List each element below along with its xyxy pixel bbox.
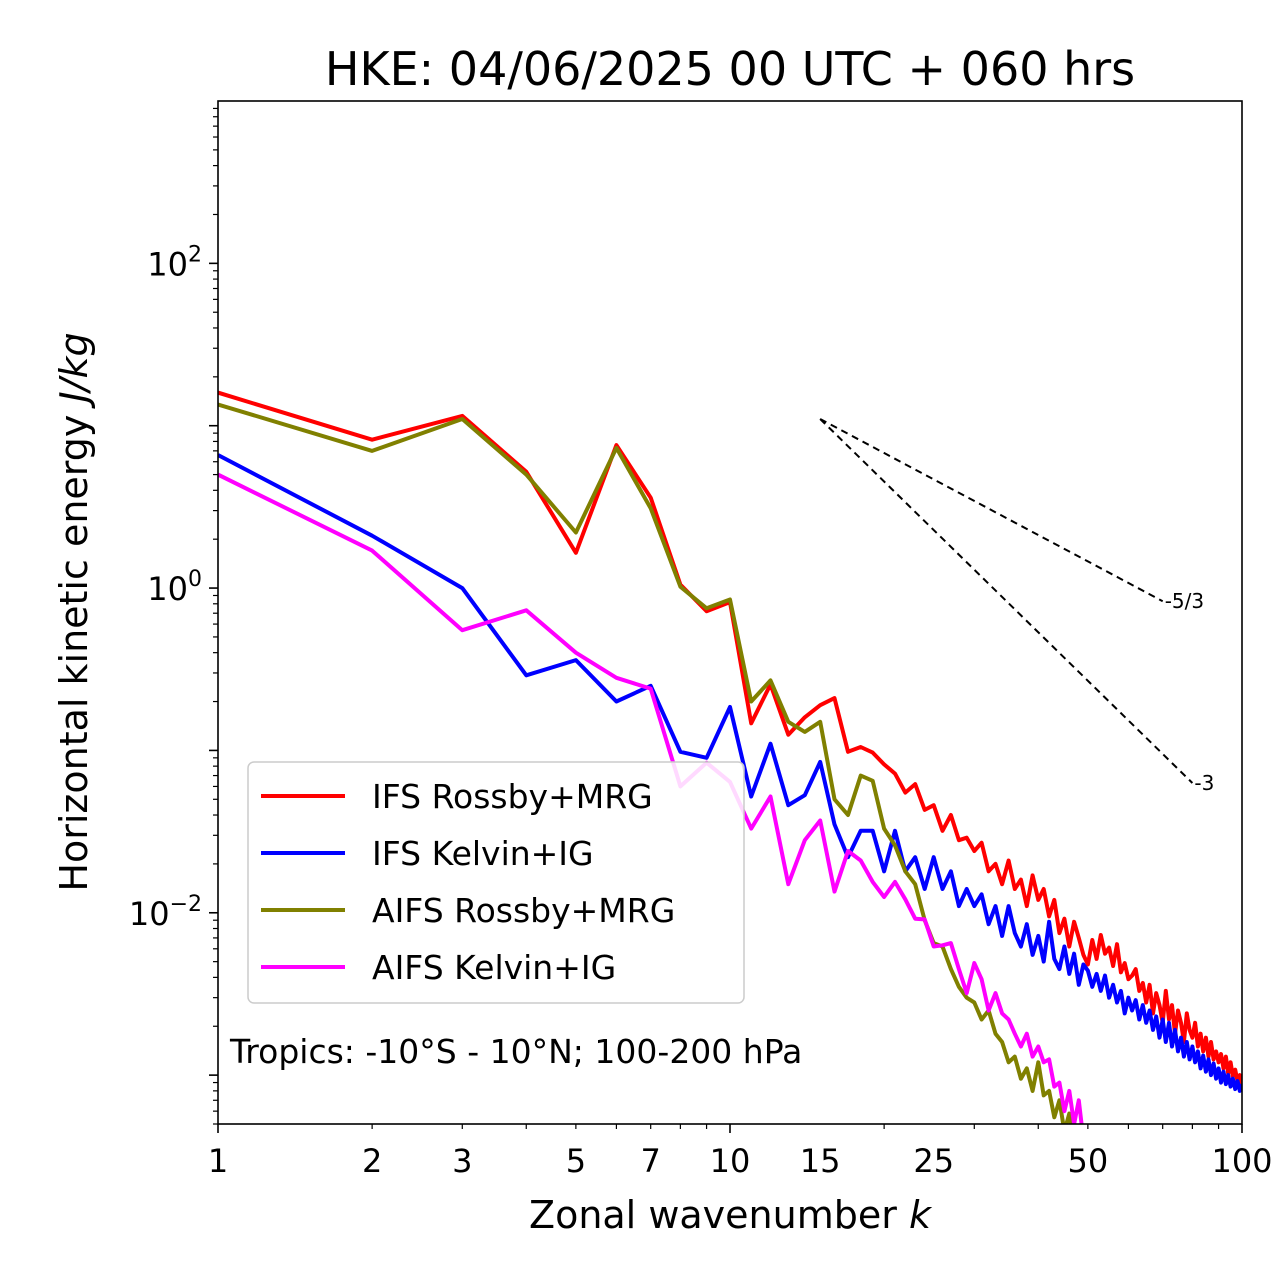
- y-tick-label: 100: [147, 567, 202, 608]
- x-tick-label: 7: [641, 1142, 661, 1180]
- y-axis-label: Horizontal kinetic energy J/kg: [52, 332, 96, 891]
- x-tick-label: 100: [1211, 1142, 1272, 1180]
- x-tick-label: 10: [710, 1142, 751, 1180]
- legend-label-1: IFS Kelvin+IG: [372, 834, 594, 873]
- slope-line-0: [819, 418, 1164, 603]
- reference-slopes: -5/3 -3: [819, 418, 1214, 795]
- slope-line-1: [819, 418, 1194, 784]
- series-line-1: [218, 453, 1242, 1093]
- x-tick-label: 15: [800, 1142, 841, 1180]
- legend-label-2: AIFS Rossby+MRG: [372, 891, 675, 930]
- x-tick-label: 5: [566, 1142, 586, 1180]
- legend-box: [247, 761, 745, 1004]
- legend: IFS Rossby+MRG IFS Kelvin+IG AIFS Rossby+M…: [247, 761, 745, 1004]
- y-tick-label: 10−2: [129, 892, 202, 933]
- y-axis: 102 100 10−2: [129, 107, 218, 1125]
- legend-label-0: IFS Rossby+MRG: [372, 777, 653, 816]
- x-tick-label: 2: [362, 1142, 382, 1180]
- x-axis-label: Zonal wavenumber k: [529, 1193, 933, 1237]
- slope-label-1: -3: [1194, 771, 1214, 795]
- x-tick-label: 3: [452, 1142, 472, 1180]
- series-line-0: [218, 390, 1242, 1087]
- chart-title: HKE: 04/06/2025 00 UTC + 060 hrs: [325, 42, 1135, 96]
- x-tick-label: 1: [208, 1142, 228, 1180]
- x-tick-label: 50: [1068, 1142, 1109, 1180]
- y-tick-label: 102: [147, 242, 202, 283]
- legend-label-3: AIFS Kelvin+IG: [372, 948, 616, 987]
- slope-label-0: -5/3: [1165, 589, 1204, 613]
- region-annotation: Tropics: -10°S - 10°N; 100-200 hPa: [229, 1032, 802, 1071]
- x-tick-label: 25: [913, 1142, 954, 1180]
- x-axis: 1 2 3 5 7 10 15 25 50 100: [208, 1124, 1273, 1180]
